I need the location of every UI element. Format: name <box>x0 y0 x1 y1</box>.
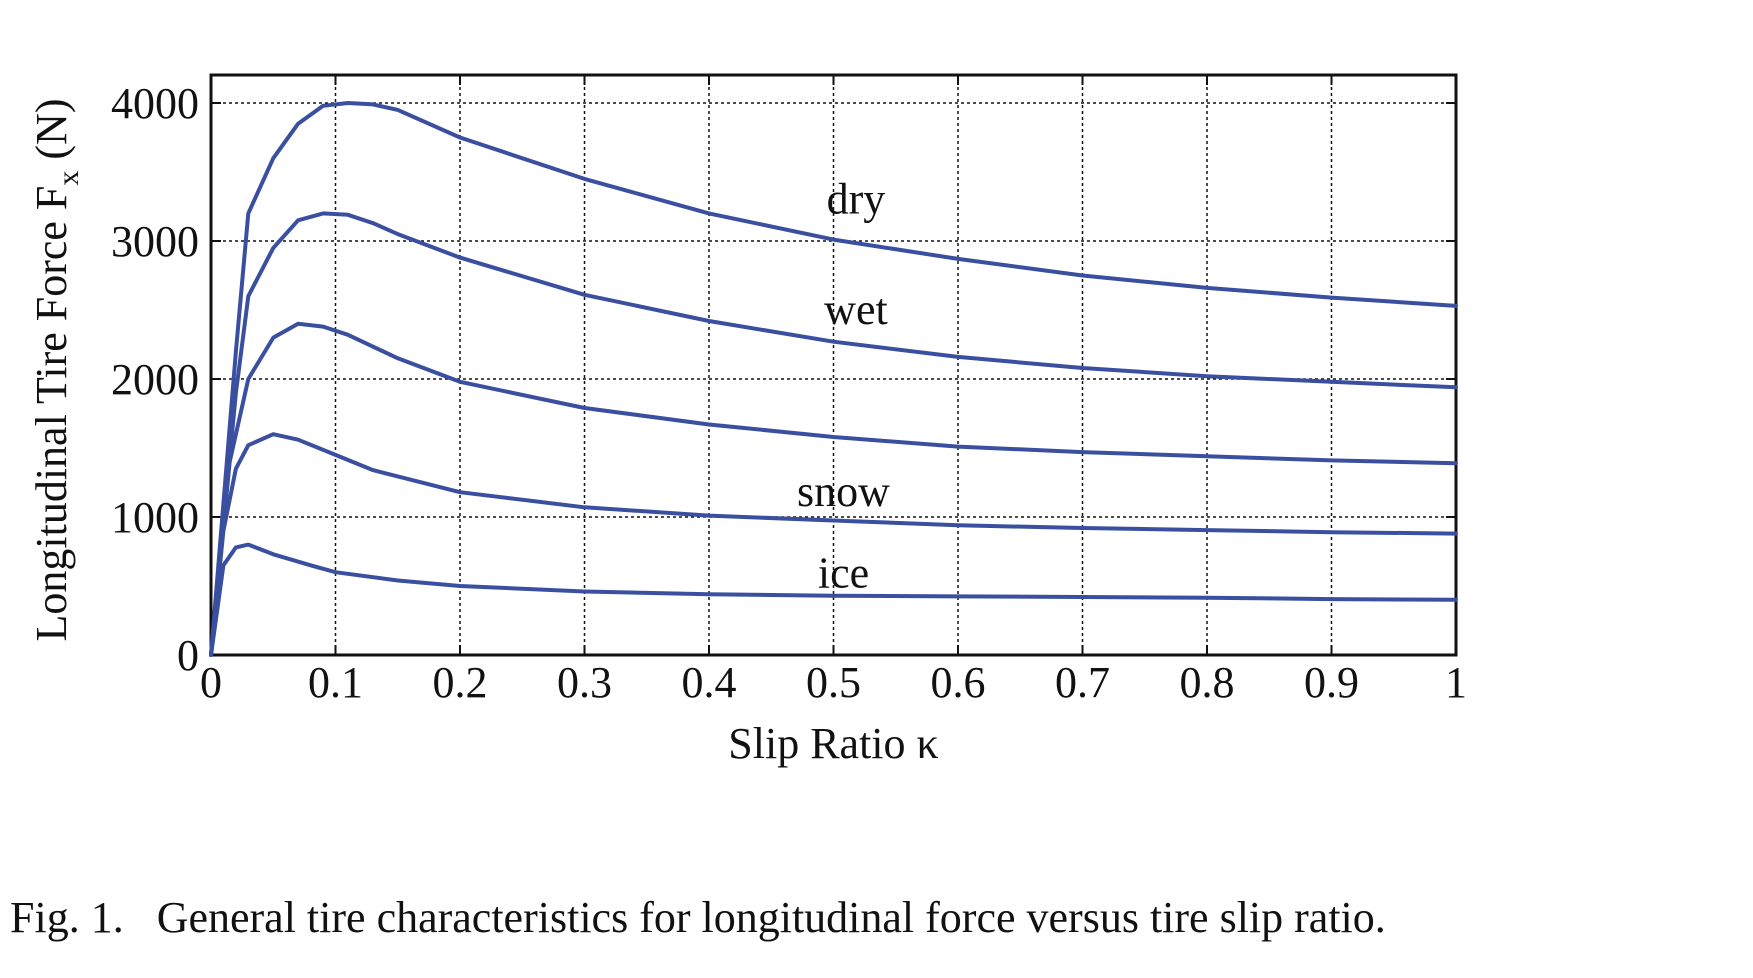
x-tick-label: 0.5 <box>806 658 861 707</box>
y-tick-label: 1000 <box>111 493 199 542</box>
series-label-dry: dry <box>827 175 886 224</box>
x-tick-label: 0.1 <box>308 658 363 707</box>
x-tick-label: 0.2 <box>433 658 488 707</box>
series-label-snow: snow <box>797 467 890 516</box>
x-tick-label: 0.8 <box>1180 658 1235 707</box>
line-chart: 0 0.1 0.2 0.3 0.4 0.5 0.6 0.7 0.8 0.9 1 0 1000 2000 30… <box>27 73 1467 768</box>
series-label-ice: ice <box>818 549 869 598</box>
x-tick-label: 0.4 <box>682 658 737 707</box>
series-line-dry <box>209 101 1458 657</box>
x-tick-label: 0.9 <box>1304 658 1359 707</box>
y-tick-label: 3000 <box>111 217 199 266</box>
x-tick-label: 0 <box>200 658 222 707</box>
series-line-unlabeled-2 <box>209 321 1458 657</box>
x-tick-label: 0.3 <box>557 658 612 707</box>
y-tick-label: 2000 <box>111 355 199 404</box>
x-tick-label: 0.6 <box>931 658 986 707</box>
y-tick-label: 4000 <box>111 79 199 128</box>
x-tick-label: 1 <box>1445 658 1467 707</box>
x-axis-label: Slip Ratio κ <box>728 719 938 768</box>
series-line-snow <box>209 432 1458 657</box>
figure-caption: Fig. 1. General tire characteristics for… <box>10 893 1386 942</box>
y-tick-label: 0 <box>177 631 199 680</box>
series-label-wet: wet <box>824 285 888 334</box>
series-line-wet <box>209 211 1458 657</box>
series-line-ice <box>209 542 1458 657</box>
x-tick-label: 0.7 <box>1055 658 1110 707</box>
y-axis-label: Longitudinal Tire Force Fx (N) <box>27 99 85 642</box>
